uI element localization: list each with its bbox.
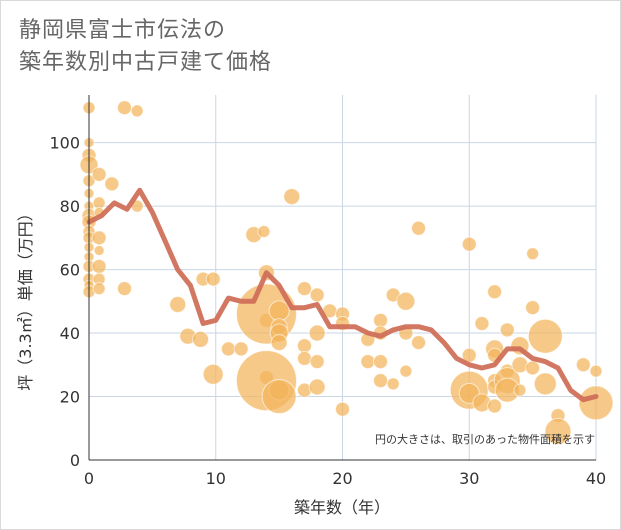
data-bubble	[411, 335, 427, 351]
data-bubble	[578, 385, 614, 421]
data-bubble	[91, 258, 107, 274]
data-bubble	[360, 354, 376, 370]
axes: 0 10 20 30 40 0 20 40 60 80 100	[49, 95, 606, 488]
data-bubble	[373, 354, 389, 370]
title-line-2: 築年数別中古戸建て価格	[19, 50, 273, 75]
data-bubble	[91, 230, 107, 246]
y-tick-label: 20	[60, 388, 80, 407]
data-bubble	[261, 379, 297, 415]
data-bubble	[487, 398, 503, 414]
data-bubble	[335, 401, 350, 417]
data-bubble	[91, 166, 107, 182]
data-bubble	[513, 383, 527, 397]
x-tick-label: 10	[206, 469, 226, 488]
size-note: 円の大きさは、取引のあった物件面積を示す	[375, 432, 595, 446]
bubble-layer	[79, 100, 614, 445]
data-bubble	[474, 316, 490, 332]
x-tick-label: 40	[586, 469, 606, 488]
y-tick-label: 40	[60, 324, 80, 343]
data-bubble	[308, 324, 326, 342]
y-tick-label: 80	[60, 197, 80, 216]
data-bubble	[525, 360, 541, 376]
data-bubble	[396, 291, 416, 311]
data-bubble	[296, 281, 312, 297]
y-tick-label: 0	[70, 451, 80, 470]
data-bubble	[461, 236, 477, 252]
data-bubble	[309, 354, 325, 370]
y-tick-label: 100	[49, 134, 80, 153]
data-bubble	[296, 338, 312, 354]
data-bubble	[92, 282, 106, 296]
data-bubble	[309, 287, 325, 303]
data-bubble	[411, 220, 427, 236]
data-bubble	[386, 377, 400, 391]
data-bubble	[373, 312, 389, 328]
data-bubble	[192, 330, 210, 348]
data-bubble	[233, 341, 249, 357]
data-bubble	[296, 350, 312, 366]
data-bubble	[268, 300, 290, 322]
data-bubble	[116, 100, 132, 116]
average-line-layer	[86, 187, 599, 403]
data-bubble	[308, 378, 326, 396]
y-tick-label: 60	[60, 261, 80, 280]
data-bubble	[533, 372, 557, 396]
data-bubble	[544, 417, 572, 445]
data-bubble	[527, 318, 563, 354]
data-bubble	[202, 363, 224, 385]
title-line-1: 静岡県富士市伝法の	[19, 18, 227, 43]
data-bubble	[116, 281, 132, 297]
data-bubble	[93, 245, 105, 257]
x-tick-label: 30	[459, 469, 479, 488]
x-axis-label: 築年数（年）	[294, 498, 390, 517]
data-bubble	[589, 364, 603, 378]
average-price-line	[86, 187, 599, 403]
data-bubble	[104, 176, 120, 192]
data-bubble	[499, 322, 515, 338]
data-bubble	[525, 300, 541, 316]
data-bubble	[283, 188, 301, 206]
data-bubble	[575, 357, 591, 373]
data-bubble	[169, 295, 187, 313]
data-bubble	[487, 284, 503, 300]
data-bubble	[205, 271, 221, 287]
data-bubble	[373, 373, 389, 389]
chart-title: 静岡県富士市伝法の 築年数別中古戸建て価格	[19, 15, 272, 79]
data-bubble	[257, 224, 271, 238]
x-tick-label: 0	[84, 469, 94, 488]
data-bubble	[399, 364, 413, 378]
data-bubble	[130, 104, 144, 118]
data-bubble	[526, 247, 540, 261]
y-axis-label: 坪（3.3㎡）単価（万円）	[16, 205, 35, 390]
data-bubble	[220, 341, 236, 357]
x-tick-label: 20	[332, 469, 352, 488]
data-bubble	[270, 334, 288, 352]
